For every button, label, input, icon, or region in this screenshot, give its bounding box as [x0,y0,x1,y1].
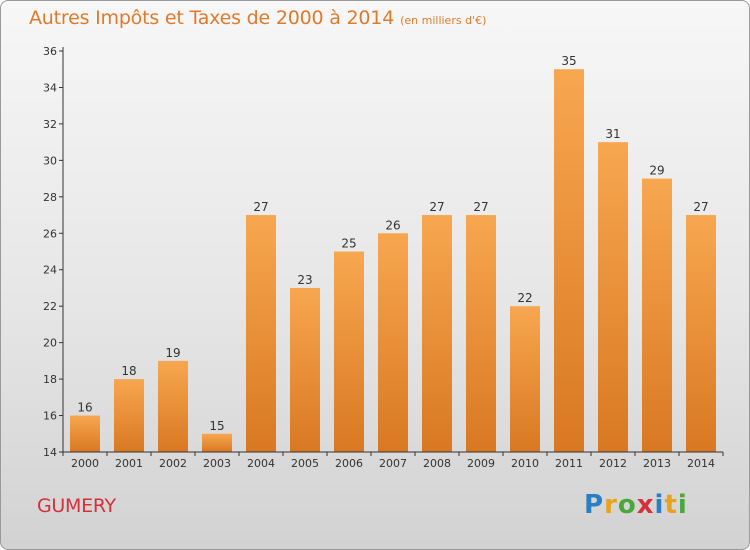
logo-letter: o [617,490,637,520]
data-label: 35 [561,54,576,68]
bar [290,287,320,452]
bar [158,360,188,452]
x-tick-label: 2014 [687,457,715,470]
x-tick-label: 2010 [511,457,539,470]
bar [202,433,232,452]
y-axis-ticks: 14 16 18 20 22 24 26 28 30 32 34 36 [43,45,63,459]
proxiti-logo: Proxiti [584,490,688,520]
y-tick-label: 34 [43,81,57,94]
bar [70,415,100,452]
data-label: 25 [341,237,356,251]
x-axis-ticks: 2000 2001 2002 2003 2004 2005 2006 2007 2008 2009… [62,452,724,470]
y-tick-label: 16 [43,410,57,423]
data-label: 19 [165,346,180,360]
data-label: 27 [429,200,444,214]
logo-letter: i [677,490,688,520]
logo-letter: t [664,490,678,520]
logo-letter: i [654,490,665,520]
chart-unit-label: (en milliers d'€) [400,14,487,27]
chart-title: Autres Impôts et Taxes de 2000 à 2014 (en… [29,7,486,29]
bar [642,178,672,452]
x-tick-label: 2005 [291,457,319,470]
data-label: 22 [517,291,532,305]
axes [62,47,723,453]
bar [334,251,364,452]
data-label: 26 [385,218,400,232]
x-tick-label: 2003 [203,457,231,470]
x-tick-label: 2002 [159,457,187,470]
data-label: 23 [297,273,312,287]
x-tick-label: 2001 [115,457,143,470]
data-label: 31 [605,127,620,141]
bar [378,233,408,452]
y-tick-label: 30 [43,154,57,167]
y-tick-label: 36 [43,45,57,58]
data-labels: 16 18 19 15 27 23 25 26 27 27 22 35 31 29 27 [77,54,708,433]
y-tick-label: 18 [43,373,57,386]
y-tick-label: 28 [43,191,57,204]
chart-title-text: Autres Impôts et Taxes de 2000 à 2014 [29,7,395,29]
data-label: 18 [121,364,136,378]
x-tick-label: 2006 [335,457,363,470]
x-tick-label: 2000 [71,457,99,470]
x-tick-label: 2008 [423,457,451,470]
bar [510,306,540,452]
bar [246,215,276,452]
x-tick-label: 2007 [379,457,407,470]
logo-letter: x [636,490,655,520]
logo-letter: P [584,490,605,520]
bar [554,69,584,453]
x-tick-label: 2013 [643,457,671,470]
bar [422,215,452,452]
data-label: 29 [649,164,664,178]
y-tick-label: 24 [43,264,57,277]
data-label: 15 [209,419,224,433]
data-label: 27 [473,200,488,214]
bar [686,215,716,452]
data-label: 16 [77,401,92,415]
y-tick-label: 26 [43,227,57,240]
x-tick-label: 2004 [247,457,275,470]
bar [114,379,144,452]
y-tick-label: 20 [43,337,57,350]
y-tick-label: 32 [43,118,57,131]
y-tick-label: 22 [43,300,57,313]
commune-name: GUMERY [37,495,116,517]
bar [598,142,628,453]
x-tick-label: 2011 [555,457,583,470]
data-label: 27 [693,200,708,214]
bar [466,215,496,452]
x-tick-label: 2012 [599,457,627,470]
logo-letter: r [604,490,618,520]
data-label: 27 [253,200,268,214]
y-tick-label: 14 [43,446,57,459]
x-tick-label: 2009 [467,457,495,470]
bars [70,69,716,453]
